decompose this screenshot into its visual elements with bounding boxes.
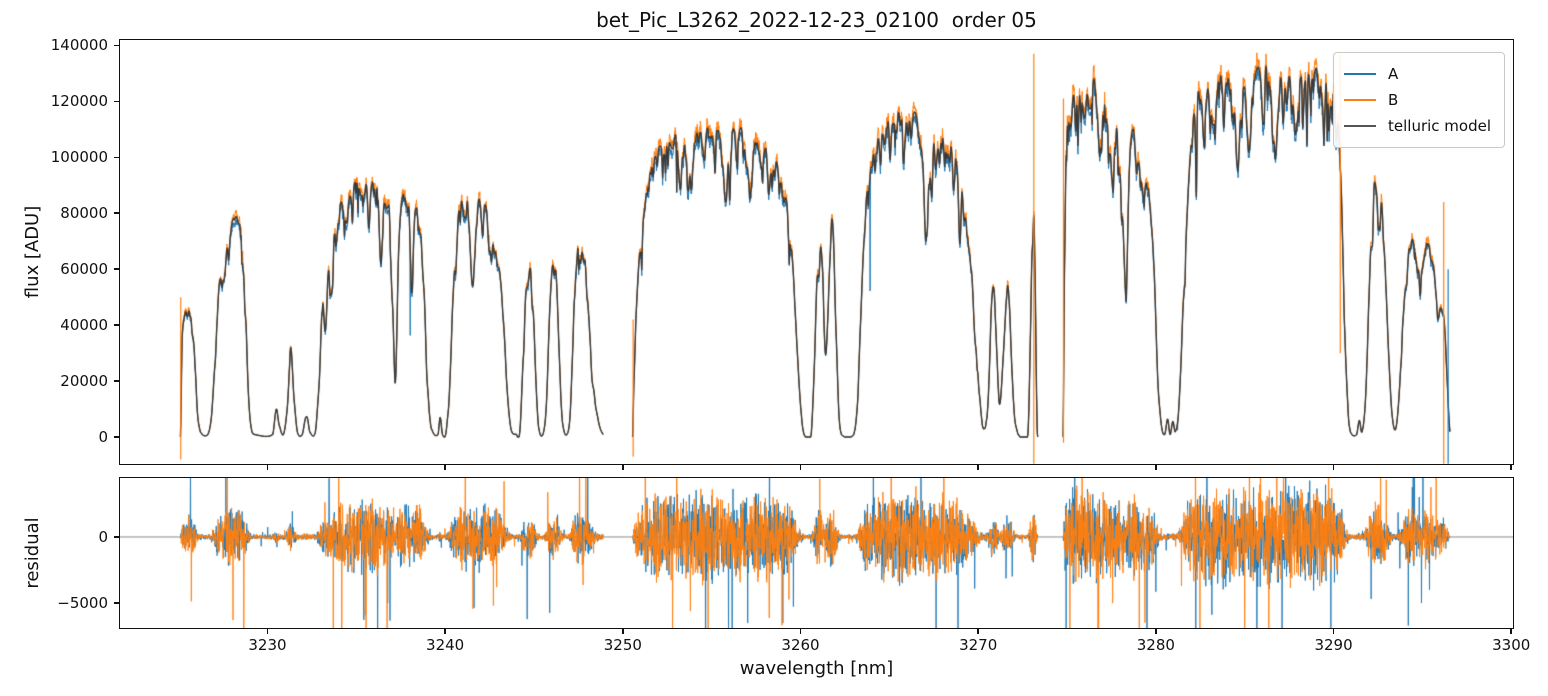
x-tick-mark-residual	[1510, 628, 1512, 634]
flux-plot-canvas	[120, 40, 1513, 464]
y-tick-mark-flux	[114, 436, 120, 438]
x-tick-mark-flux	[622, 464, 624, 470]
legend-line-swatch	[1344, 99, 1376, 101]
y-tick-mark-flux	[114, 156, 120, 158]
y-tick-label-flux: 120000	[50, 92, 108, 111]
legend-line-swatch	[1344, 73, 1376, 75]
y-tick-mark-flux	[114, 44, 120, 47]
legend-item-b: B	[1344, 87, 1494, 113]
y-tick-label-residual: −5000	[57, 593, 108, 612]
x-tick-label: 3300	[1492, 636, 1531, 654]
x-tick-mark-flux	[444, 464, 446, 470]
residual-axes-frame	[119, 477, 1514, 629]
x-tick-mark-flux	[266, 464, 269, 470]
legend-item-a: A	[1344, 61, 1494, 87]
x-tick-label: 3270	[959, 636, 998, 654]
x-tick-label: 3260	[781, 636, 820, 654]
x-tick-mark-flux	[1510, 464, 1512, 470]
residual-plot-canvas	[120, 478, 1513, 628]
y-tick-mark-flux	[114, 324, 120, 326]
y-tick-mark-residual	[114, 536, 120, 538]
x-tick-label: 3230	[248, 636, 287, 654]
x-tick-mark-flux	[1155, 464, 1157, 470]
legend-label: A	[1388, 65, 1399, 83]
y-tick-label-flux: 20000	[60, 372, 108, 391]
x-tick-label: 3280	[1136, 636, 1175, 654]
y-tick-mark-flux	[114, 268, 120, 270]
y-tick-mark-flux	[114, 100, 120, 103]
legend-label: B	[1388, 91, 1399, 109]
legend-label: telluric model	[1388, 117, 1492, 135]
x-tick-mark-residual	[977, 628, 979, 634]
x-tick-mark-residual	[799, 628, 802, 634]
x-tick-mark-flux	[1332, 464, 1335, 470]
x-tick-mark-residual	[1155, 628, 1157, 634]
y-tick-label-residual: 0	[98, 527, 108, 546]
y-tick-mark-flux	[114, 212, 120, 214]
y-tick-mark-flux	[114, 380, 120, 382]
legend-item-telluric-model: telluric model	[1344, 113, 1494, 139]
x-tick-mark-residual	[444, 628, 446, 634]
y-tick-label-flux: 100000	[50, 148, 108, 167]
x-tick-label: 3290	[1314, 636, 1353, 654]
x-axis-label: wavelength [nm]	[739, 658, 894, 679]
y-tick-label-flux: 140000	[50, 36, 108, 55]
x-tick-mark-flux	[977, 464, 979, 470]
plot-title: bet_Pic_L3262_2022-12-23_02100 order 05	[596, 8, 1037, 32]
x-tick-mark-residual	[1332, 628, 1335, 634]
x-tick-mark-residual	[622, 628, 624, 634]
x-tick-label: 3240	[426, 636, 465, 654]
y-tick-label-flux: 40000	[60, 316, 108, 335]
flux-axes-frame	[119, 39, 1514, 465]
y-tick-label-flux: 80000	[60, 204, 108, 223]
y-tick-mark-residual	[114, 602, 120, 604]
y-tick-label-flux: 60000	[60, 260, 108, 279]
x-tick-mark-residual	[266, 628, 269, 634]
legend-line-swatch	[1344, 125, 1376, 127]
y-tick-label-flux: 0	[98, 428, 108, 447]
x-tick-label: 3250	[603, 636, 642, 654]
x-tick-mark-flux	[799, 464, 802, 470]
